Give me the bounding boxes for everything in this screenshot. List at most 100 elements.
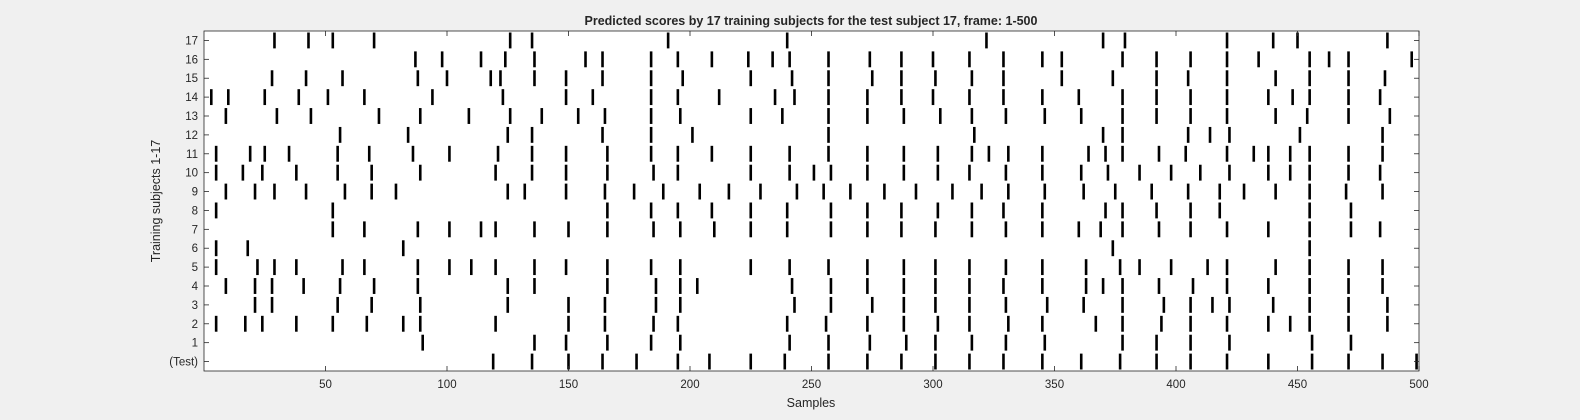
raster-mark xyxy=(749,164,753,181)
raster-mark xyxy=(540,108,544,124)
raster-mark xyxy=(1041,278,1044,294)
raster-mark xyxy=(1189,108,1192,124)
raster-mark xyxy=(1274,108,1277,124)
raster-mark xyxy=(1288,164,1292,181)
y-tick-label: (Test) xyxy=(169,357,198,369)
raster-mark xyxy=(1206,259,1209,276)
raster-mark xyxy=(1155,202,1158,219)
raster-mark xyxy=(533,51,536,68)
raster-mark xyxy=(827,126,830,143)
raster-mark xyxy=(1007,145,1010,162)
raster-mark xyxy=(367,145,371,162)
raster-mark xyxy=(1121,221,1124,238)
raster-mark xyxy=(710,202,714,219)
raster-mark xyxy=(214,202,218,219)
y-tick-label: 7 xyxy=(192,224,198,236)
raster-mark xyxy=(1002,70,1005,87)
raster-mark xyxy=(866,202,869,219)
raster-mark xyxy=(1082,296,1085,313)
raster-mark xyxy=(214,164,218,181)
chart-title: Predicted scores by 17 training subjects… xyxy=(585,14,1038,28)
raster-mark xyxy=(968,259,971,276)
raster-mark xyxy=(1186,183,1190,200)
raster-mark xyxy=(783,353,787,370)
raster-mark xyxy=(576,108,580,124)
raster-mark xyxy=(1004,221,1008,238)
raster-mark xyxy=(1308,240,1311,257)
raster-mark xyxy=(1347,296,1350,313)
raster-mark xyxy=(418,108,422,124)
raster-mark xyxy=(1274,259,1277,276)
raster-mark xyxy=(1225,108,1229,124)
raster-mark xyxy=(1121,278,1124,294)
raster-mark xyxy=(1101,278,1105,294)
raster-mark xyxy=(508,108,512,124)
raster-mark xyxy=(1189,353,1192,370)
raster-mark xyxy=(263,145,267,162)
raster-mark xyxy=(1381,278,1384,294)
raster-mark xyxy=(1104,202,1107,219)
raster-mark xyxy=(661,183,665,200)
raster-mark xyxy=(1079,164,1083,181)
raster-mark xyxy=(1189,221,1192,238)
raster-mark xyxy=(1386,32,1389,49)
raster-mark xyxy=(1045,296,1049,313)
raster-mark xyxy=(883,183,886,200)
raster-mark xyxy=(678,108,682,124)
raster-mark xyxy=(717,89,721,106)
raster-mark xyxy=(649,202,653,219)
raster-mark xyxy=(1041,221,1044,238)
raster-mark xyxy=(1043,108,1047,124)
raster-mark xyxy=(649,108,653,124)
raster-mark xyxy=(1084,278,1088,294)
y-tick-label: 6 xyxy=(192,243,198,255)
raster-mark xyxy=(1271,32,1275,49)
raster-mark xyxy=(470,259,473,276)
raster-mark xyxy=(467,108,471,124)
raster-mark xyxy=(812,164,816,181)
raster-mark xyxy=(338,126,342,143)
raster-mark xyxy=(970,334,974,351)
raster-mark xyxy=(253,183,257,200)
x-tick-label: 100 xyxy=(437,379,456,391)
raster-mark xyxy=(1347,278,1350,294)
raster-mark xyxy=(1079,353,1083,370)
raster-mark xyxy=(302,278,305,294)
raster-mark xyxy=(506,278,510,294)
raster-mark xyxy=(504,51,507,68)
raster-mark xyxy=(1349,221,1353,238)
raster-mark xyxy=(1308,202,1311,219)
raster-mark xyxy=(601,51,604,68)
raster-mark xyxy=(341,70,344,87)
raster-mark xyxy=(902,145,906,162)
raster-mark xyxy=(440,51,444,68)
raster-mark xyxy=(1310,353,1314,370)
raster-mark xyxy=(678,259,682,276)
raster-mark xyxy=(523,183,527,200)
raster-mark xyxy=(253,296,257,313)
raster-mark xyxy=(241,164,245,181)
raster-mark xyxy=(788,259,791,276)
raster-mark xyxy=(341,259,344,276)
raster-mark xyxy=(1041,259,1044,276)
raster-mark xyxy=(394,183,398,200)
raster-mark xyxy=(749,145,753,162)
raster-mark xyxy=(1004,164,1008,181)
raster-mark xyxy=(336,145,339,162)
raster-mark xyxy=(1155,108,1158,124)
x-axis: 50 100 150 200 250 300 350 400 450 500 xyxy=(319,31,1429,391)
raster-mark xyxy=(1349,334,1353,351)
raster-mark xyxy=(695,278,699,294)
raster-mark xyxy=(530,32,534,49)
raster-mark xyxy=(1228,296,1231,313)
raster-mark xyxy=(1189,202,1192,219)
x-tick-label: 50 xyxy=(319,379,332,391)
raster-mark xyxy=(1378,221,1382,238)
raster-mark xyxy=(1225,353,1229,370)
raster-mark xyxy=(747,51,750,68)
raster-mark xyxy=(448,221,451,238)
raster-mark xyxy=(287,145,291,162)
raster-mark xyxy=(533,221,536,238)
x-tick-label: 150 xyxy=(559,379,578,391)
raster-mark xyxy=(494,221,497,238)
